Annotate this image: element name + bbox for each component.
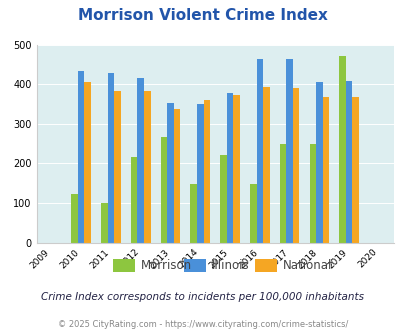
Bar xyxy=(137,78,144,243)
Bar xyxy=(220,155,226,243)
Text: © 2025 CityRating.com - https://www.cityrating.com/crime-statistics/: © 2025 CityRating.com - https://www.city… xyxy=(58,320,347,329)
Bar xyxy=(339,56,345,243)
Bar xyxy=(71,194,78,243)
Bar xyxy=(203,100,210,243)
Bar xyxy=(286,59,292,243)
Bar xyxy=(322,97,328,243)
Bar xyxy=(309,144,315,243)
Bar xyxy=(249,184,256,243)
Bar xyxy=(279,144,286,243)
Bar xyxy=(114,91,121,243)
Text: National: National xyxy=(283,259,332,272)
Bar xyxy=(352,97,358,243)
Bar xyxy=(84,82,91,243)
Text: Morrison Violent Crime Index: Morrison Violent Crime Index xyxy=(78,8,327,23)
Bar xyxy=(144,91,150,243)
Bar xyxy=(233,95,239,243)
Bar xyxy=(160,137,167,243)
Bar xyxy=(292,88,299,243)
Bar xyxy=(345,81,352,243)
Bar xyxy=(262,86,269,243)
Bar xyxy=(196,104,203,243)
Bar xyxy=(226,93,233,243)
Bar xyxy=(315,82,322,243)
Bar xyxy=(78,71,84,243)
Bar xyxy=(101,203,107,243)
Text: Crime Index corresponds to incidents per 100,000 inhabitants: Crime Index corresponds to incidents per… xyxy=(41,292,364,302)
Text: Morrison: Morrison xyxy=(141,259,192,272)
Bar xyxy=(173,109,180,243)
Bar xyxy=(167,103,173,243)
Bar xyxy=(190,184,196,243)
Text: Illinois: Illinois xyxy=(212,259,249,272)
Bar xyxy=(107,73,114,243)
Bar xyxy=(256,59,262,243)
Bar xyxy=(130,157,137,243)
